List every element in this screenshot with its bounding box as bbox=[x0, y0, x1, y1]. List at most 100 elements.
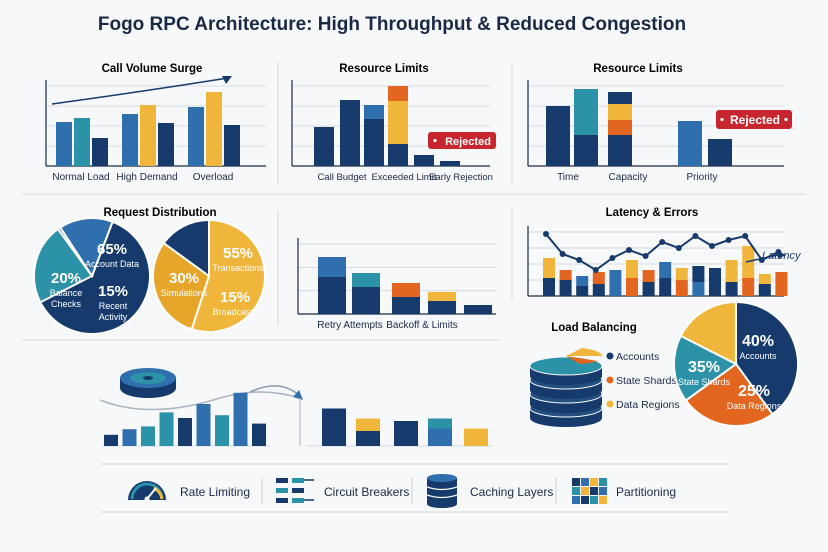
grid-cell bbox=[599, 487, 607, 495]
latency-point bbox=[659, 239, 666, 245]
pie-percent: 15% bbox=[220, 289, 250, 306]
latency-point bbox=[642, 253, 649, 259]
resource-limits-1-bar bbox=[388, 122, 408, 144]
retry-bar bbox=[318, 277, 346, 314]
database-icon bbox=[426, 474, 458, 508]
pie-percent: 65% bbox=[97, 241, 127, 258]
flow-left-bar bbox=[141, 426, 155, 446]
lb-pie-slice bbox=[673, 334, 738, 402]
panel-call-volume: Call Volume Surge Normal Load High Demand… bbox=[45, 63, 266, 183]
retry-bar bbox=[392, 297, 420, 314]
latency-point bbox=[709, 243, 715, 249]
footer-label-circuit-breakers: Circuit Breakers bbox=[324, 485, 409, 499]
latency-bar bbox=[675, 280, 688, 296]
rejected-badge-1: Rejected bbox=[428, 132, 496, 149]
flow-right-bar bbox=[428, 428, 452, 446]
flow-left-bar bbox=[104, 434, 118, 446]
latency-series-label: Latency bbox=[762, 250, 802, 262]
resource-limits-2-bar bbox=[608, 135, 632, 166]
pie-label: Activity bbox=[99, 312, 128, 322]
resource-limits-1-bar bbox=[440, 161, 460, 166]
footer-label-rate-limiting: Rate Limiting bbox=[180, 485, 250, 499]
load-balancing-title: Load Balancing bbox=[551, 322, 637, 334]
latency-bar bbox=[609, 270, 622, 280]
resource-limits-2-xlabel: Capacity bbox=[609, 172, 648, 183]
retry-bar bbox=[318, 257, 346, 277]
resource-limits-2-bar bbox=[708, 139, 732, 166]
resource-limits-1-bar bbox=[388, 101, 408, 122]
resource-limits-1-bar bbox=[364, 136, 384, 166]
lb-pie-label: Accounts bbox=[739, 351, 777, 361]
call-volume-bar bbox=[224, 125, 240, 166]
latency-point bbox=[692, 233, 699, 239]
retry-bar bbox=[428, 292, 456, 301]
resource-limits-2-bar bbox=[608, 104, 632, 120]
flow-right-bar bbox=[356, 418, 380, 431]
lb-pie-percent: 40% bbox=[742, 333, 774, 350]
flow-left-bar bbox=[215, 415, 229, 446]
retry-bar bbox=[352, 287, 380, 314]
latency-bar bbox=[576, 286, 589, 296]
latency-bar bbox=[592, 272, 605, 284]
footer-item-circuit-breakers: Circuit Breakers bbox=[276, 478, 409, 503]
latency-bar bbox=[775, 272, 788, 282]
call-volume-title: Call Volume Surge bbox=[102, 63, 203, 75]
resource-limits-1-xlabel: Early Rejection bbox=[429, 172, 493, 183]
flow-left-bar bbox=[122, 429, 137, 446]
grid-cell bbox=[599, 496, 607, 504]
grid-cell bbox=[572, 496, 580, 504]
latency-point bbox=[592, 267, 599, 273]
latency-bar bbox=[576, 276, 589, 286]
call-volume-bar bbox=[206, 92, 222, 166]
latency-bar bbox=[543, 258, 555, 278]
pie-percent: 30% bbox=[169, 270, 199, 287]
retry-xlabel: Backoff & Limits bbox=[386, 320, 458, 331]
rejected-badge-1-label: Rejected bbox=[445, 136, 491, 148]
flow-right-bar bbox=[356, 431, 380, 446]
pie-slice bbox=[162, 218, 210, 278]
latency-bar bbox=[626, 278, 638, 296]
resource-limits-1-bar bbox=[340, 100, 360, 166]
pie-label: Simulations bbox=[161, 288, 208, 298]
pie-label: Balance bbox=[50, 288, 83, 298]
pie-slice bbox=[34, 220, 151, 335]
grid-cell bbox=[581, 487, 589, 495]
latency-bar bbox=[758, 284, 771, 296]
call-volume-bar bbox=[140, 105, 156, 166]
latency-bar bbox=[642, 282, 655, 296]
panel-resource-limits-1: Resource Limits Call Budget Exceeded Limi… bbox=[291, 63, 496, 183]
resource-limits-2-xlabel: Time bbox=[557, 172, 579, 183]
latency-bar bbox=[675, 268, 688, 280]
resource-limits-2-bar bbox=[546, 106, 570, 166]
pie-slice bbox=[58, 217, 114, 279]
panel-request-distribution: Request Distribution 65%Account Data20%B… bbox=[33, 207, 266, 335]
latency-point bbox=[576, 257, 583, 263]
lb-pie-label: Data Regions bbox=[727, 401, 782, 411]
grid-cell bbox=[581, 496, 589, 504]
legend-label: Data Regions bbox=[616, 399, 680, 411]
resource-limits-2-bar bbox=[608, 92, 632, 104]
footer-item-caching-layers: Caching Layers bbox=[426, 474, 553, 508]
resource-limits-2-bar bbox=[574, 109, 598, 135]
flow-left-bar bbox=[178, 418, 192, 446]
panel-flow bbox=[99, 368, 492, 447]
retry-bar bbox=[392, 283, 420, 297]
latency-title: Latency & Errors bbox=[606, 207, 699, 219]
resource-limits-1-bar bbox=[314, 127, 334, 166]
resource-limits-2-bar bbox=[574, 89, 598, 109]
call-volume-bar bbox=[122, 114, 138, 166]
legend-label: State Shards bbox=[616, 375, 677, 387]
retry-bar bbox=[352, 273, 380, 287]
pie-slice bbox=[152, 241, 211, 331]
resource-limits-2-bar bbox=[574, 135, 598, 166]
grid-cell bbox=[581, 478, 589, 486]
call-volume-bar bbox=[158, 123, 174, 166]
grid-cell bbox=[572, 478, 580, 486]
flow-left-bar bbox=[233, 392, 248, 446]
latency-arrow bbox=[745, 254, 779, 263]
switches-icon bbox=[276, 478, 314, 503]
call-volume-xlabel: Normal Load bbox=[52, 172, 109, 183]
grid-icon bbox=[572, 478, 607, 504]
footer-label-caching-layers: Caching Layers bbox=[470, 485, 553, 499]
